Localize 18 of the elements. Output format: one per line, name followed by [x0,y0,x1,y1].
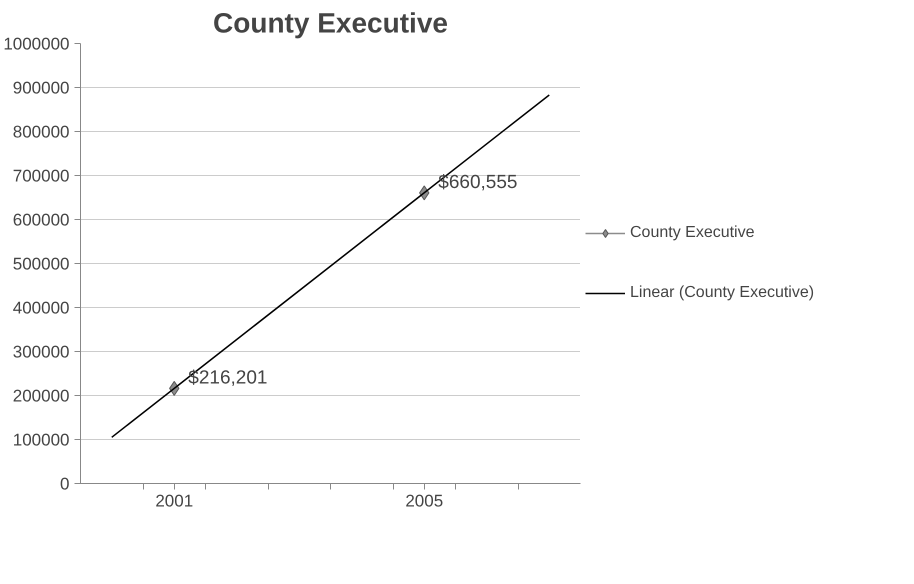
y-tick-label: 700000 [12,166,70,186]
y-tick-label: 200000 [12,386,70,406]
data-label: $216,201 [188,367,268,388]
x-tick-label: 2005 [405,492,444,510]
x-tick-label: 2001 [155,492,194,510]
y-tick-label: 300000 [12,342,70,362]
y-tick-label: 600000 [12,210,70,230]
y-tick-label: 800000 [12,122,70,142]
y-tick-label: 0 [60,474,70,494]
legend-label: County Executive [630,224,755,242]
data-label: $660,555 [438,172,518,193]
y-tick-label: 900000 [12,78,70,98]
y-tick-label: 1000000 [3,34,70,54]
chart-title: County Executive [213,8,448,38]
legend-label: Linear (County Executive) [630,284,814,302]
y-tick-label: 100000 [12,430,70,450]
y-tick-label: 400000 [12,298,70,318]
y-tick-label: 500000 [12,254,70,274]
